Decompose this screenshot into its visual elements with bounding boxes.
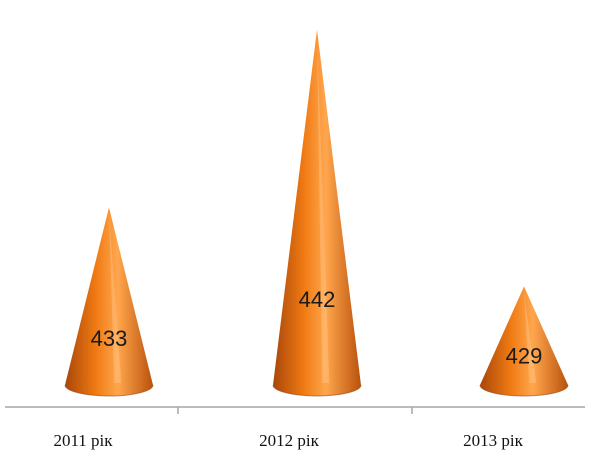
x-tick-label: 2011 рік bbox=[53, 431, 113, 450]
x-axis-tick-labels: 2011 рік 2012 рік 2013 рік bbox=[53, 431, 523, 450]
data-label: 429 bbox=[506, 343, 543, 368]
cone-highlight bbox=[317, 35, 330, 383]
data-label: 433 bbox=[91, 326, 128, 351]
cone-base bbox=[64, 384, 154, 397]
cone-base bbox=[479, 384, 569, 397]
cone-body bbox=[65, 207, 153, 396]
x-tick-label: 2012 рік bbox=[259, 431, 319, 450]
cones-layer: 433 442 429 bbox=[64, 29, 569, 397]
x-axis-ticks bbox=[177, 407, 413, 414]
cone-highlight bbox=[109, 213, 122, 383]
cone-bar: 429 bbox=[479, 286, 569, 397]
cone-highlight bbox=[524, 292, 537, 383]
cone-base bbox=[272, 384, 362, 397]
data-label: 442 bbox=[299, 287, 336, 312]
cone-body bbox=[273, 29, 361, 396]
cone-bar: 442 bbox=[272, 29, 362, 397]
cone-bar: 433 bbox=[64, 207, 154, 397]
x-tick-label: 2013 рік bbox=[463, 431, 523, 450]
cone-body bbox=[480, 286, 568, 396]
